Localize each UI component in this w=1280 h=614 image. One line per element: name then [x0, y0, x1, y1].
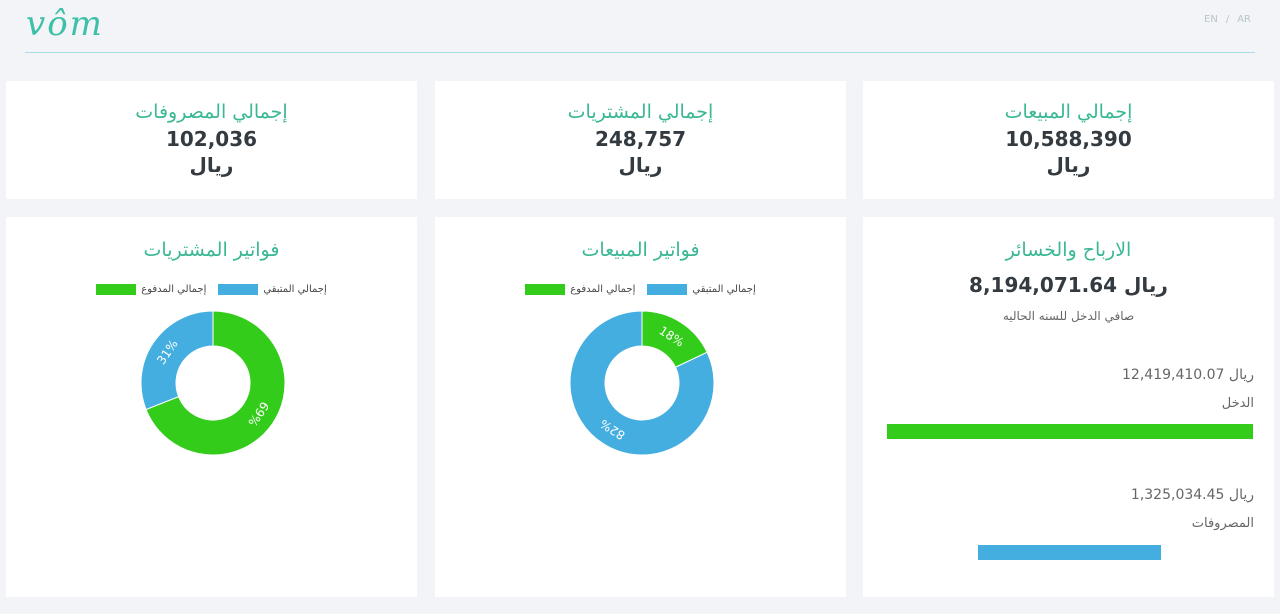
chart-title: فواتير المبيعات — [581, 239, 700, 261]
net-income-label: صافي الدخل للسنه الحاليه — [1002, 309, 1135, 323]
profit-card: الارباح والخسائر 8,194,071.64 ريال صافي … — [863, 217, 1274, 597]
chart-card: فواتير المبيعات إجمالي المدفوع إجمالي المت… — [435, 217, 846, 597]
net-income: 8,194,071.64 ريال — [969, 273, 1168, 297]
header-divider — [25, 52, 1255, 53]
lang-en[interactable]: EN — [1204, 14, 1218, 25]
legend-label: إجمالي المدفوع — [570, 284, 636, 295]
stat-value: 248,757 — [594, 127, 687, 151]
legend: إجمالي المدفوع إجمالي المتبقي — [6, 284, 417, 295]
legend-item: إجمالي المدفوع — [96, 284, 206, 295]
legend-item: إجمالي المدفوع — [525, 284, 635, 295]
stat-unit: ريال — [1046, 153, 1091, 177]
legend-label: إجمالي المتبقي — [692, 284, 756, 295]
legend-label: إجمالي المتبقي — [263, 284, 327, 295]
stat-unit: ريال — [618, 153, 663, 177]
legend-item: إجمالي المتبقي — [218, 284, 327, 295]
chart-title: فواتير المشتريات — [143, 239, 280, 261]
expenses-bar — [978, 545, 1161, 560]
stat-title: إجمالي المبيعات — [1004, 101, 1133, 123]
legend-swatch — [525, 284, 566, 295]
legend: إجمالي المدفوع إجمالي المتبقي — [435, 284, 846, 295]
legend-swatch — [218, 284, 259, 295]
stat-card: إجمالي المبيعات 10,588,390 ريال — [863, 81, 1274, 199]
stat-title: إجمالي المصروفات — [135, 101, 288, 123]
lang-ar[interactable]: AR — [1237, 14, 1251, 25]
income-value: 12,419,410.07 ريال — [1122, 367, 1254, 383]
lang-separator: / — [1225, 14, 1230, 25]
donut-segment — [145, 310, 286, 456]
donut-chart: 69%31% — [140, 310, 286, 456]
profit-title: الارباح والخسائر — [1005, 239, 1132, 261]
expenses-value: 1,325,034.45 ريال — [1130, 487, 1254, 503]
stat-card: إجمالي المشتريات 248,757 ريال — [435, 81, 846, 199]
income-bar — [887, 424, 1253, 439]
legend-item: إجمالي المتبقي — [647, 284, 756, 295]
language-switch: EN / AR — [1200, 14, 1255, 25]
legend-label: إجمالي المدفوع — [141, 284, 207, 295]
legend-swatch — [647, 284, 688, 295]
stat-value: 10,588,390 — [1005, 127, 1132, 151]
legend-swatch — [96, 284, 137, 295]
stat-title: إجمالي المشتريات — [567, 101, 714, 123]
expenses-label: المصروفات — [1191, 516, 1254, 531]
donut-segment — [569, 310, 715, 456]
donut-chart: 18%82% — [569, 310, 715, 456]
income-label: الدخل — [1221, 396, 1254, 411]
chart-card: فواتير المشتريات إجمالي المدفوع إجمالي الم… — [6, 217, 417, 597]
donut-segment — [140, 310, 214, 411]
stat-card: إجمالي المصروفات 102,036 ريال — [6, 81, 417, 199]
stat-value: 102,036 — [165, 127, 258, 151]
stat-unit: ريال — [189, 153, 234, 177]
logo[interactable]: vôm — [26, 4, 104, 44]
